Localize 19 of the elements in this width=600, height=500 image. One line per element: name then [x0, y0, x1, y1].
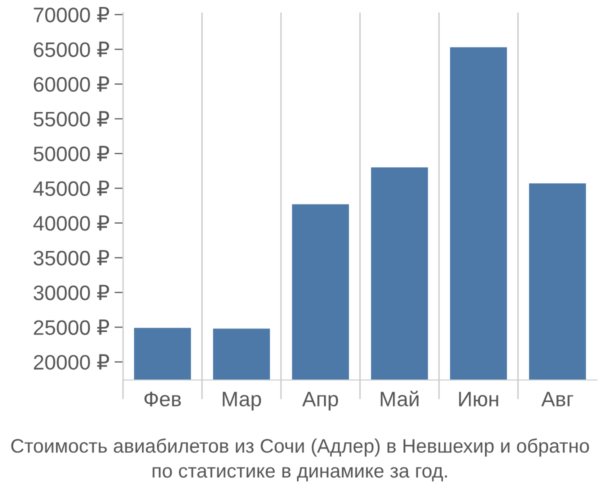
text: по статистике в динамике за год.: [152, 467, 447, 482]
y-tick-label: 25000 ₽: [34, 320, 110, 335]
x-tick-label: Мар: [222, 392, 262, 411]
y-tick-label: 70000 ₽: [34, 6, 110, 22]
y-tick-label: 45000 ₽: [33, 180, 110, 196]
y-tick-label: 50000 ₽: [34, 146, 110, 162]
y-tick-label: 65000 ₽: [34, 42, 110, 58]
y-tick-label: 20000 ₽: [34, 354, 110, 370]
y-tick-label: 35000 ₽: [34, 250, 110, 266]
y-tick-label: 55000 ₽: [34, 111, 110, 127]
x-tick-label: Май: [380, 390, 418, 406]
x-tick-label: Апр: [302, 392, 338, 411]
x-tick-label: Авг: [541, 392, 574, 406]
x-tick-label: Фев: [144, 392, 181, 406]
y-tick-label: 40000 ₽: [33, 215, 110, 231]
text: Стоимость авиабилетов из Сочи (Адлер) в Невшехир и обратно: [11, 438, 589, 457]
x-tick-label: Июн: [459, 392, 498, 406]
y-tick-label: 30000 ₽: [34, 284, 110, 300]
y-tick-label: 60000 ₽: [34, 76, 110, 92]
